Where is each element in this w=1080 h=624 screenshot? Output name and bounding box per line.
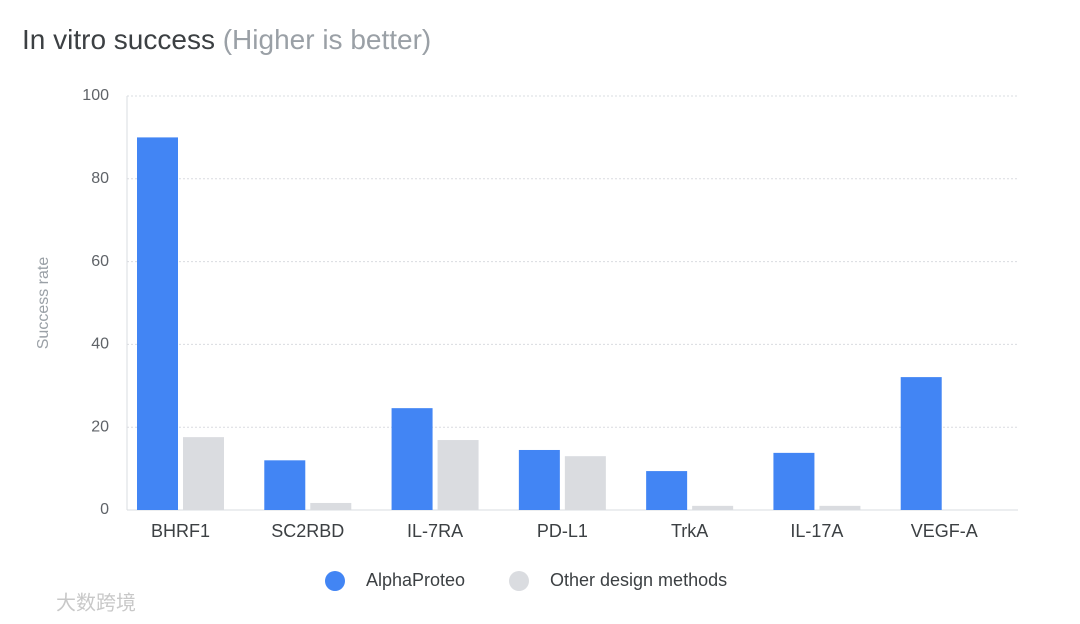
x-tick-label: IL-7RA [407,521,463,541]
bar [183,437,224,510]
bar [310,502,352,510]
y-tick-label: 20 [91,418,109,435]
x-tick-label: TrkA [671,521,708,541]
subtitle: (Higher is better) [223,24,432,55]
x-tick-label: SC2RBD [271,521,344,541]
bar [773,452,815,510]
y-tick-label: 40 [91,336,109,353]
chart-title: In vitro success (Higher is better) [22,24,431,55]
x-tick-label: BHRF1 [151,521,210,541]
bar [900,377,942,510]
legend-swatch [509,571,529,591]
y-tick-label: 100 [82,87,109,104]
y-tick-label: 60 [91,253,109,270]
bar [391,408,433,510]
x-tick-label: IL-17A [790,521,843,541]
bar [437,440,479,510]
bar [137,137,178,510]
bar [264,460,306,510]
bar [564,456,606,510]
legend-label: Other design methods [550,570,727,590]
legend-swatch [325,571,345,591]
bar [692,505,734,510]
y-axis-label: Success rate [35,257,52,350]
y-tick-label: 0 [100,501,109,518]
bar [646,471,688,510]
x-tick-label: VEGF-A [911,521,978,541]
y-tick-label: 80 [91,170,109,187]
bar [819,505,861,510]
x-tick-label: PD-L1 [537,521,588,541]
legend-label: AlphaProteo [366,570,465,590]
watermark: 大数跨境 [56,591,136,614]
title: In vitro success [22,24,215,55]
bar [518,449,560,510]
